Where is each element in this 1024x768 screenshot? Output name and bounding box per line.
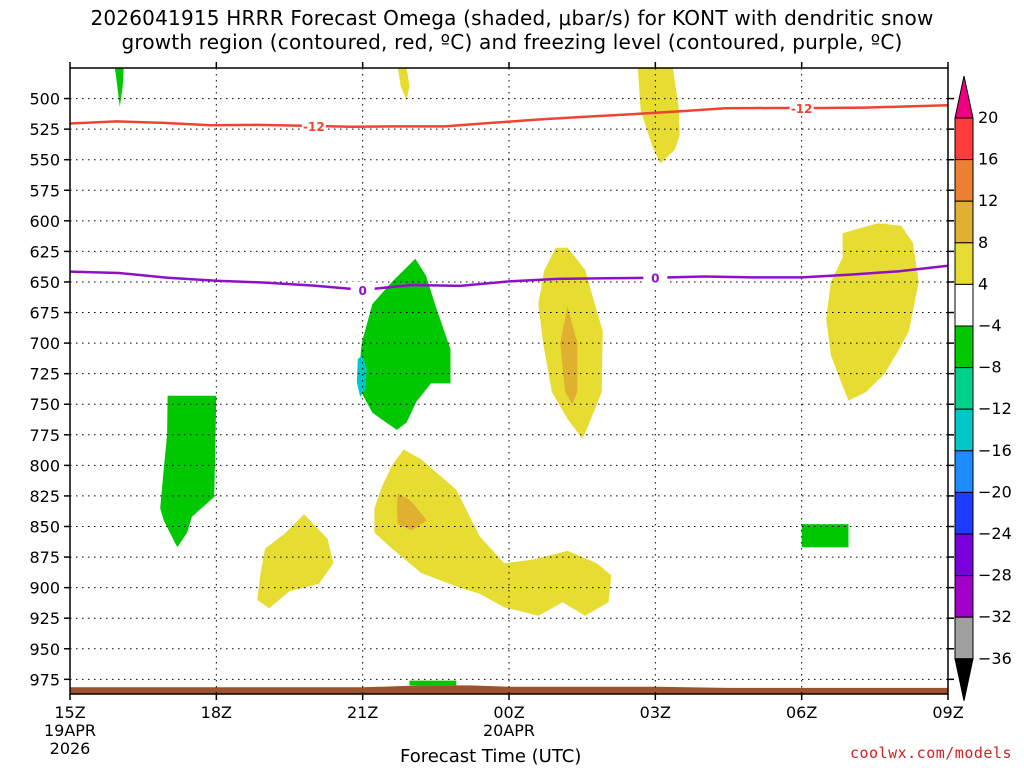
x-tick-label-18Z: 18Z xyxy=(201,703,232,722)
y-tick-label-575: 575 xyxy=(29,181,60,200)
y-tick-label-500: 500 xyxy=(29,90,60,109)
omega-region-4 xyxy=(357,258,451,430)
x-tick-sublabel-20APR: 20APR xyxy=(483,721,535,740)
y-tick-label-600: 600 xyxy=(29,212,60,231)
x-tick-label-21Z: 21Z xyxy=(347,703,378,722)
omega-region-3 xyxy=(160,395,217,548)
x-tick-sublabel-2026: 2026 xyxy=(50,739,91,758)
y-tick-label-975: 975 xyxy=(29,670,60,689)
y-tick-label-875: 875 xyxy=(29,548,60,567)
omega-region-2 xyxy=(637,68,680,164)
colorbar-label-12: −32 xyxy=(978,607,1012,626)
omega-shading xyxy=(70,68,948,694)
colorbar-label-8: −16 xyxy=(978,441,1012,460)
y-tick-label-700: 700 xyxy=(29,334,60,353)
omega-region-11 xyxy=(257,514,334,609)
y-tick-label-900: 900 xyxy=(29,579,60,598)
omega-region-8 xyxy=(826,223,919,401)
x-tick-sublabel-19APR: 19APR xyxy=(44,721,96,740)
title-line-2: growth region (contoured, red, ºC) and f… xyxy=(121,30,903,54)
colorbar-swatch-6 xyxy=(954,367,974,410)
y-tick-label-650: 650 xyxy=(29,273,60,292)
colorbar-swatch-5 xyxy=(954,325,974,369)
colorbar-label-1: 16 xyxy=(978,150,998,169)
x-axis-label: Forecast Time (UTC) xyxy=(400,746,582,767)
x-tick-label-06Z: 06Z xyxy=(786,703,817,722)
colorbar-label-0: 20 xyxy=(978,108,998,127)
y-tick-label-925: 925 xyxy=(29,609,60,628)
y-tick-label-675: 675 xyxy=(29,304,60,323)
y-tick-label-750: 750 xyxy=(29,395,60,414)
contour-label-0-1: -12 xyxy=(791,102,813,116)
omega-region-5 xyxy=(356,355,367,397)
colorbar-label-11: −28 xyxy=(978,566,1012,585)
colorbar-swatch-8 xyxy=(954,450,974,493)
chart-title: 2026041915 HRRR Forecast Omega (shaded, … xyxy=(0,6,1024,54)
colorbar-swatch-1 xyxy=(954,159,974,202)
y-tick-label-725: 725 xyxy=(29,365,60,384)
y-tick-label-625: 625 xyxy=(29,242,60,261)
terrain-band xyxy=(70,685,948,694)
colorbar-swatch-10 xyxy=(954,533,974,577)
x-tick-label-03Z: 03Z xyxy=(640,703,671,722)
credit-text: coolwx.com/models xyxy=(849,744,1012,762)
y-tick-label-550: 550 xyxy=(29,151,60,170)
contour-lines: -12 -12 0 0 xyxy=(69,99,949,298)
contour-label-bg-1-0 xyxy=(350,281,375,298)
contour-label-bg-0-0 xyxy=(301,117,326,134)
colorbar-top-triangle xyxy=(954,75,974,119)
omega-region-10 xyxy=(396,493,428,531)
colorbar-label-4: 4 xyxy=(978,274,988,293)
y-tick-label-525: 525 xyxy=(29,120,60,139)
colorbar-bottom-triangle xyxy=(954,658,974,701)
colorbar-swatch-4 xyxy=(954,283,974,327)
colorbar-label-5: −4 xyxy=(978,316,1002,335)
omega-region-9 xyxy=(374,449,612,616)
x-tick-label-00Z: 00Z xyxy=(493,703,524,722)
contour-label-bg-0-1 xyxy=(789,99,814,116)
colorbar-swatch-0 xyxy=(954,117,974,161)
y-tick-label-950: 950 xyxy=(29,640,60,659)
colorbar-swatch-9 xyxy=(954,491,974,535)
colorbar-swatch-12 xyxy=(954,616,974,660)
contour-line-1 xyxy=(69,264,949,292)
y-tick-label-850: 850 xyxy=(29,517,60,536)
colorbar-swatch-2 xyxy=(954,200,974,244)
y-tick-label-775: 775 xyxy=(29,426,60,445)
colorbar-label-13: −36 xyxy=(978,649,1012,668)
x-tick-label-15Z: 15Z xyxy=(54,703,85,722)
contour-label-bg-1-1 xyxy=(643,269,668,286)
colorbar: 20 16 12 8 4 −4 −8 −12 −16 −20 −24 −28 −32 −36 xyxy=(954,75,1012,701)
omega-region-12 xyxy=(801,524,849,548)
x-tick-label-09Z: 09Z xyxy=(932,703,963,722)
colorbar-label-3: 8 xyxy=(978,233,988,252)
colorbar-label-9: −20 xyxy=(978,482,1012,501)
omega-region-1 xyxy=(397,68,410,101)
contour-label-0-0: -12 xyxy=(303,120,325,134)
omega-region-13 xyxy=(409,680,457,686)
colorbar-label-2: 12 xyxy=(978,191,998,210)
colorbar-label-6: −8 xyxy=(978,358,1002,377)
colorbar-label-7: −12 xyxy=(978,399,1012,418)
y-tick-label-800: 800 xyxy=(29,456,60,475)
contour-label-1-0: 0 xyxy=(358,284,366,298)
colorbar-swatch-7 xyxy=(954,408,974,452)
colorbar-swatch-3 xyxy=(954,242,974,285)
y-tick-label-825: 825 xyxy=(29,487,60,506)
title-line-1: 2026041915 HRRR Forecast Omega (shaded, … xyxy=(90,6,934,30)
contour-label-1-1: 0 xyxy=(651,272,659,286)
omega-region-7 xyxy=(560,306,578,405)
omega-region-0 xyxy=(114,68,124,108)
colorbar-label-10: −24 xyxy=(978,524,1012,543)
axes: 500 525 550 575 600 625 650 675 700 725 750 775 800 8… xyxy=(29,62,964,758)
colorbar-swatch-11 xyxy=(954,575,974,618)
